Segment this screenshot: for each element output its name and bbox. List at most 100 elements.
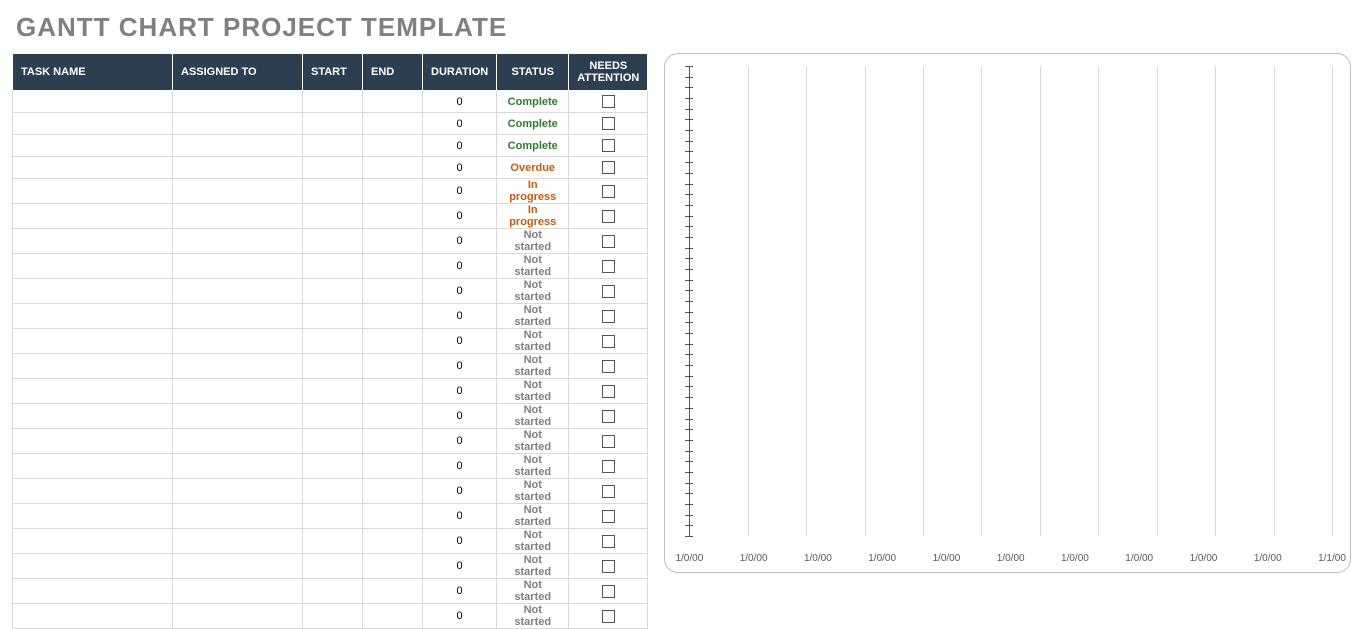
cell-status[interactable]: Complete xyxy=(497,113,569,135)
cell-assigned-to[interactable] xyxy=(173,135,303,157)
cell-end[interactable] xyxy=(363,604,423,629)
cell-duration[interactable]: 0 xyxy=(423,254,497,279)
cell-duration[interactable]: 0 xyxy=(423,157,497,179)
cell-status[interactable]: Not started xyxy=(497,229,569,254)
cell-end[interactable] xyxy=(363,479,423,504)
needs-attention-checkbox[interactable] xyxy=(602,485,615,498)
cell-assigned-to[interactable] xyxy=(173,254,303,279)
cell-task-name[interactable] xyxy=(13,113,173,135)
cell-end[interactable] xyxy=(363,379,423,404)
needs-attention-checkbox[interactable] xyxy=(602,210,615,223)
cell-duration[interactable]: 0 xyxy=(423,229,497,254)
cell-status[interactable]: In progress xyxy=(497,179,569,204)
cell-assigned-to[interactable] xyxy=(173,354,303,379)
cell-duration[interactable]: 0 xyxy=(423,279,497,304)
cell-duration[interactable]: 0 xyxy=(423,91,497,113)
cell-assigned-to[interactable] xyxy=(173,529,303,554)
cell-assigned-to[interactable] xyxy=(173,579,303,604)
cell-start[interactable] xyxy=(303,479,363,504)
needs-attention-checkbox[interactable] xyxy=(602,95,615,108)
cell-duration[interactable]: 0 xyxy=(423,454,497,479)
cell-duration[interactable]: 0 xyxy=(423,329,497,354)
needs-attention-checkbox[interactable] xyxy=(602,510,615,523)
cell-start[interactable] xyxy=(303,91,363,113)
cell-assigned-to[interactable] xyxy=(173,113,303,135)
cell-task-name[interactable] xyxy=(13,157,173,179)
cell-start[interactable] xyxy=(303,579,363,604)
header-task-name[interactable]: TASK NAME xyxy=(13,54,173,91)
cell-start[interactable] xyxy=(303,179,363,204)
cell-status[interactable]: Not started xyxy=(497,404,569,429)
cell-assigned-to[interactable] xyxy=(173,454,303,479)
needs-attention-checkbox[interactable] xyxy=(602,410,615,423)
cell-task-name[interactable] xyxy=(13,135,173,157)
cell-status[interactable]: Not started xyxy=(497,354,569,379)
cell-task-name[interactable] xyxy=(13,454,173,479)
needs-attention-checkbox[interactable] xyxy=(602,385,615,398)
cell-end[interactable] xyxy=(363,579,423,604)
cell-task-name[interactable] xyxy=(13,429,173,454)
cell-duration[interactable]: 0 xyxy=(423,554,497,579)
cell-status[interactable]: Not started xyxy=(497,429,569,454)
needs-attention-checkbox[interactable] xyxy=(602,560,615,573)
cell-status[interactable]: In progress xyxy=(497,204,569,229)
cell-assigned-to[interactable] xyxy=(173,304,303,329)
header-status[interactable]: STATUS xyxy=(497,54,569,91)
cell-start[interactable] xyxy=(303,254,363,279)
cell-status[interactable]: Not started xyxy=(497,504,569,529)
cell-duration[interactable]: 0 xyxy=(423,579,497,604)
needs-attention-checkbox[interactable] xyxy=(602,185,615,198)
cell-status[interactable]: Not started xyxy=(497,604,569,629)
cell-task-name[interactable] xyxy=(13,204,173,229)
cell-duration[interactable]: 0 xyxy=(423,479,497,504)
needs-attention-checkbox[interactable] xyxy=(602,335,615,348)
cell-task-name[interactable] xyxy=(13,379,173,404)
header-duration[interactable]: DURATION xyxy=(423,54,497,91)
header-start[interactable]: START xyxy=(303,54,363,91)
cell-assigned-to[interactable] xyxy=(173,179,303,204)
cell-end[interactable] xyxy=(363,91,423,113)
cell-task-name[interactable] xyxy=(13,279,173,304)
cell-status[interactable]: Not started xyxy=(497,529,569,554)
cell-assigned-to[interactable] xyxy=(173,554,303,579)
cell-end[interactable] xyxy=(363,329,423,354)
needs-attention-checkbox[interactable] xyxy=(602,310,615,323)
cell-status[interactable]: Overdue xyxy=(497,157,569,179)
cell-status[interactable]: Complete xyxy=(497,91,569,113)
cell-end[interactable] xyxy=(363,135,423,157)
cell-end[interactable] xyxy=(363,113,423,135)
cell-start[interactable] xyxy=(303,229,363,254)
cell-task-name[interactable] xyxy=(13,479,173,504)
cell-status[interactable]: Not started xyxy=(497,579,569,604)
cell-assigned-to[interactable] xyxy=(173,329,303,354)
cell-start[interactable] xyxy=(303,279,363,304)
cell-end[interactable] xyxy=(363,157,423,179)
cell-start[interactable] xyxy=(303,404,363,429)
cell-assigned-to[interactable] xyxy=(173,504,303,529)
cell-duration[interactable]: 0 xyxy=(423,304,497,329)
cell-duration[interactable]: 0 xyxy=(423,113,497,135)
cell-duration[interactable]: 0 xyxy=(423,604,497,629)
header-assigned-to[interactable]: ASSIGNED TO xyxy=(173,54,303,91)
cell-start[interactable] xyxy=(303,135,363,157)
needs-attention-checkbox[interactable] xyxy=(602,139,615,152)
cell-end[interactable] xyxy=(363,229,423,254)
cell-assigned-to[interactable] xyxy=(173,479,303,504)
cell-task-name[interactable] xyxy=(13,579,173,604)
needs-attention-checkbox[interactable] xyxy=(602,585,615,598)
cell-start[interactable] xyxy=(303,554,363,579)
cell-assigned-to[interactable] xyxy=(173,379,303,404)
needs-attention-checkbox[interactable] xyxy=(602,260,615,273)
needs-attention-checkbox[interactable] xyxy=(602,460,615,473)
cell-start[interactable] xyxy=(303,454,363,479)
cell-task-name[interactable] xyxy=(13,354,173,379)
cell-task-name[interactable] xyxy=(13,504,173,529)
cell-start[interactable] xyxy=(303,304,363,329)
cell-duration[interactable]: 0 xyxy=(423,504,497,529)
cell-end[interactable] xyxy=(363,429,423,454)
cell-status[interactable]: Not started xyxy=(497,379,569,404)
cell-assigned-to[interactable] xyxy=(173,204,303,229)
cell-status[interactable]: Not started xyxy=(497,554,569,579)
needs-attention-checkbox[interactable] xyxy=(602,117,615,130)
cell-duration[interactable]: 0 xyxy=(423,179,497,204)
